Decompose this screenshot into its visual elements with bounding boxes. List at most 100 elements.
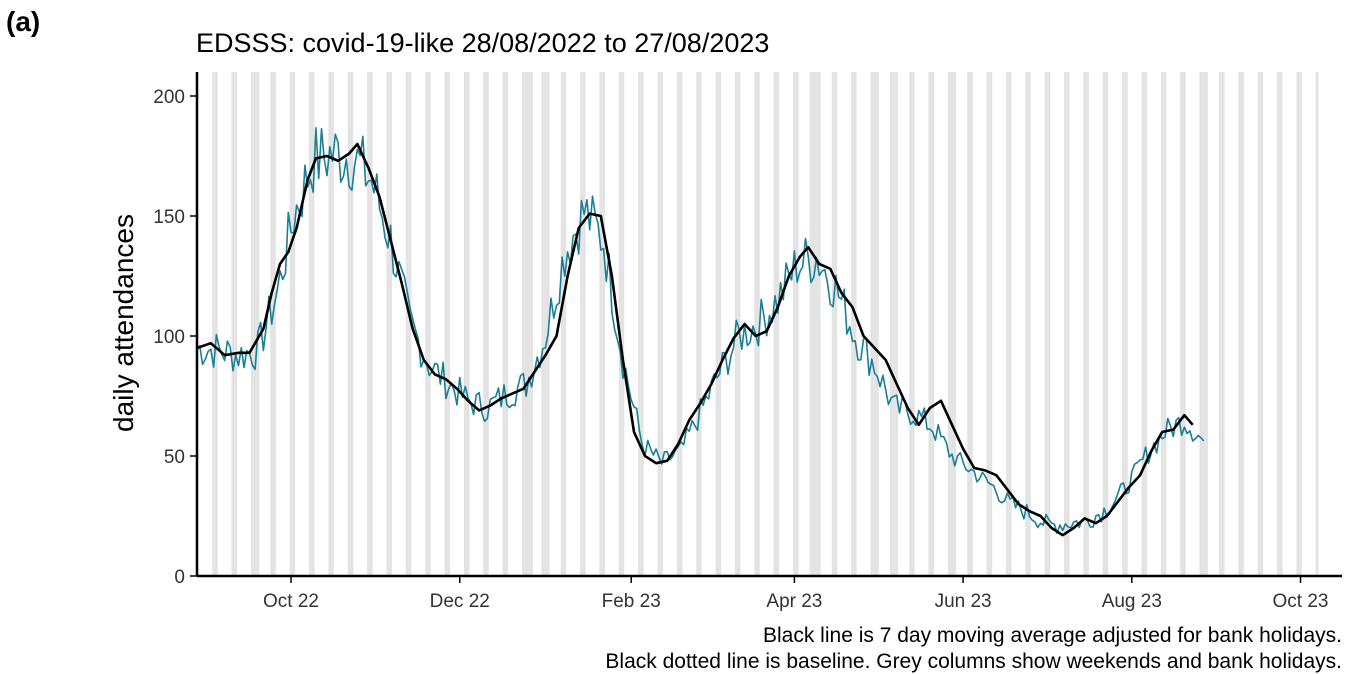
- shaded-day-column: [347, 72, 351, 576]
- shaded-day-column: [873, 72, 876, 576]
- shaded-day-column: [986, 72, 990, 576]
- shaded-day-column: [231, 72, 235, 576]
- shaded-day-column: [757, 72, 760, 576]
- shaded-day-column: [812, 72, 816, 576]
- y-tick-label: 100: [153, 327, 185, 348]
- series-moving-average-line: [196, 142, 1194, 537]
- shaded-day-column: [602, 72, 605, 576]
- shaded-day-column: [563, 72, 567, 576]
- shaded-day-column: [1124, 72, 1128, 576]
- shaded-day-column: [1086, 72, 1089, 576]
- shaded-day-column: [1218, 72, 1222, 576]
- shaded-day-column: [947, 72, 951, 576]
- shaded-day-column: [853, 72, 857, 576]
- shaded-day-column: [544, 72, 547, 576]
- x-tick-label: Feb 23: [602, 591, 661, 612]
- shaded-day-column: [657, 72, 661, 576]
- shaded-day-column: [875, 72, 879, 576]
- x-tick-label: Dec 22: [430, 591, 490, 612]
- panel-label: (a): [6, 6, 41, 37]
- shaded-day-column: [834, 72, 838, 576]
- shaded-day-column: [502, 72, 506, 576]
- shaded-day-column: [950, 72, 954, 576]
- shaded-day-column: [621, 72, 625, 576]
- axes: 0 50 100 150 200 Oct 22 Dec 22 Feb 23 Apr 23 Jun …: [153, 72, 1342, 612]
- shaded-day-column: [970, 72, 973, 576]
- shaded-day-column: [541, 72, 545, 576]
- shaded-day-column: [1221, 72, 1225, 576]
- shaded-day-column: [1083, 72, 1087, 576]
- shaded-day-column: [640, 72, 644, 576]
- shaded-day-column: [311, 72, 315, 576]
- shaded-day-column: [463, 72, 467, 576]
- shaded-day-column: [580, 72, 583, 576]
- shaded-day-column: [273, 72, 276, 576]
- shaded-day-column: [309, 72, 312, 576]
- shaded-day-column: [1199, 72, 1203, 576]
- shaded-day-column: [328, 72, 332, 576]
- shaded-day-column: [1005, 72, 1009, 576]
- shaded-day-column: [793, 72, 796, 576]
- shaded-day-column: [1025, 72, 1029, 576]
- shaded-day-column: [989, 72, 993, 576]
- shaded-day-column: [618, 72, 622, 576]
- shaded-day-column: [1141, 72, 1145, 576]
- shaded-day-column: [809, 72, 813, 576]
- shaded-day-column: [815, 72, 818, 576]
- shaded-day-column: [718, 72, 722, 576]
- shaded-day-column: [425, 72, 428, 576]
- shaded-day-column: [1066, 72, 1070, 576]
- shaded-day-column: [521, 72, 525, 576]
- x-tick-label: Oct 22: [263, 591, 319, 612]
- shaded-day-column: [1296, 72, 1300, 576]
- shaded-day-column: [817, 72, 821, 576]
- shaded-day-column: [582, 72, 586, 576]
- shaded-day-column: [350, 72, 354, 576]
- shaded-day-column: [1102, 72, 1106, 576]
- shaded-day-column: [253, 72, 257, 576]
- shaded-day-column: [367, 72, 370, 576]
- shaded-day-column: [895, 72, 899, 576]
- shaded-day-column: [676, 72, 680, 576]
- shaded-day-column: [1160, 72, 1164, 576]
- shaded-day-column: [405, 72, 409, 576]
- shaded-day-column: [1279, 72, 1283, 576]
- shaded-day-column: [250, 72, 254, 576]
- shaded-day-column: [447, 72, 451, 576]
- shaded-day-column: [776, 72, 780, 576]
- shaded-day-column: [870, 72, 874, 576]
- y-tick-label: 50: [164, 447, 185, 468]
- shaded-day-column: [909, 72, 912, 576]
- shaded-day-column: [389, 72, 392, 576]
- shaded-day-column: [679, 72, 683, 576]
- shaded-day-column: [931, 72, 935, 576]
- shaded-day-column: [911, 72, 915, 576]
- series-group: [196, 127, 1205, 537]
- x-tick-label: Jun 23: [935, 591, 992, 612]
- shaded-day-column: [953, 72, 957, 576]
- x-tick-label: Aug 23: [1102, 591, 1162, 612]
- shaded-day-column: [967, 72, 971, 576]
- shaded-day-column: [386, 72, 390, 576]
- shaded-day-column: [715, 72, 719, 576]
- shaded-day-column: [1260, 72, 1264, 576]
- shaded-day-column: [851, 72, 854, 576]
- shaded-day-column: [1299, 72, 1302, 576]
- shaded-day-column: [369, 72, 373, 576]
- shaded-day-column: [505, 72, 509, 576]
- shaded-day-column: [1008, 72, 1012, 576]
- caption-line-2: Black dotted line is baseline. Grey colu…: [605, 650, 1342, 673]
- shaded-day-column: [212, 72, 215, 576]
- shaded-day-column: [638, 72, 641, 576]
- shaded-day-column: [560, 72, 564, 576]
- shaded-day-column: [292, 72, 296, 576]
- shaded-day-column: [795, 72, 799, 576]
- shaded-day-column: [889, 72, 893, 576]
- shaded-day-column: [1277, 72, 1280, 576]
- shaded-day-column: [1257, 72, 1261, 576]
- y-tick-label: 0: [174, 567, 185, 588]
- shaded-day-column: [1105, 72, 1109, 576]
- shaded-day-column: [524, 72, 528, 576]
- shaded-day-column: [773, 72, 777, 576]
